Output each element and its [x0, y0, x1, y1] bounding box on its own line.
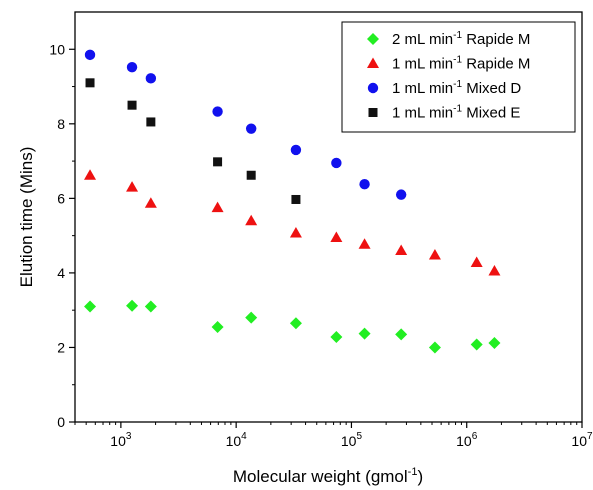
data-point: [245, 123, 257, 134]
data-point: [84, 169, 97, 180]
legend-marker: [367, 57, 379, 68]
data-point: [330, 231, 343, 242]
data-point: [330, 331, 343, 344]
legend-label: 1 mL min-1 Mixed D: [392, 79, 521, 97]
legend-marker: [368, 108, 378, 117]
data-point: [211, 320, 224, 333]
legend-marker: [367, 33, 379, 45]
y-tick-label: 10: [49, 41, 65, 57]
series-diamond-points: [84, 299, 501, 354]
data-point: [488, 336, 501, 349]
x-axis-title: Molecular weight (gmol-1): [233, 466, 423, 486]
data-point: [395, 244, 408, 256]
data-points: [84, 49, 501, 354]
y-tick-label: 6: [57, 190, 65, 206]
data-point: [428, 249, 441, 260]
x-tick-label: 103: [110, 431, 132, 449]
x-tick-label: 104: [226, 431, 248, 449]
data-point: [84, 300, 97, 313]
data-point: [246, 170, 256, 180]
data-point: [488, 265, 501, 276]
data-point: [144, 300, 157, 313]
legend-label: 1 mL min-1 Rapide M: [392, 55, 530, 73]
data-point: [213, 157, 223, 167]
data-point: [211, 201, 224, 213]
legend-entry: 1 mL min-1 Mixed D: [367, 79, 521, 97]
data-point: [212, 106, 223, 117]
x-tick-label: 105: [341, 431, 363, 449]
data-point: [289, 227, 302, 238]
data-point: [358, 327, 371, 340]
x-axis: 103 104 105 106 107: [74, 422, 593, 449]
x-tick-label: 107: [571, 431, 593, 449]
data-point: [291, 194, 301, 204]
data-point: [470, 338, 483, 351]
data-point: [289, 317, 302, 330]
legend-entry: 2 mL min-1 Rapide M: [367, 30, 530, 48]
data-point: [85, 78, 95, 88]
y-tick-label: 4: [57, 265, 65, 281]
series-triangle-points: [84, 169, 501, 276]
data-point: [428, 341, 441, 354]
legend-label: 1 mL min-1 Mixed E: [392, 104, 520, 122]
series-square-points: [85, 78, 301, 204]
y-tick-label: 0: [57, 414, 65, 430]
legend-box: [341, 21, 576, 133]
legend-entry: 1 mL min-1 Mixed E: [368, 104, 520, 122]
data-point: [331, 157, 342, 169]
data-point: [145, 73, 157, 84]
legend-marker: [367, 82, 379, 94]
legend-entry: 1 mL min-1 Rapide M: [367, 55, 530, 73]
data-point: [245, 311, 258, 324]
data-point: [358, 238, 371, 249]
data-point: [146, 117, 156, 127]
data-point: [395, 328, 408, 341]
data-point: [359, 179, 370, 190]
legend-label: 2 mL min-1 Rapide M: [392, 30, 530, 48]
y-tick-label: 2: [57, 339, 65, 355]
x-tick-label: 106: [456, 431, 478, 449]
data-point: [126, 299, 139, 312]
data-point: [84, 49, 96, 61]
data-point: [395, 189, 407, 200]
legend: 2 mL min-1 Rapide M 1 mL min-1 Rapide M 1 …: [341, 21, 576, 133]
data-point: [290, 144, 302, 156]
data-point: [245, 214, 258, 226]
series-circle-points: [84, 49, 407, 200]
data-point: [126, 61, 138, 73]
data-point: [144, 197, 157, 208]
y-axis: 0 2 4 6 8 10: [49, 41, 75, 430]
y-axis-title: Elution time (Mins): [17, 147, 36, 288]
data-point: [126, 181, 139, 192]
plot-frame: [74, 11, 583, 423]
y-tick-label: 8: [57, 116, 65, 132]
data-point: [470, 256, 483, 267]
data-point: [127, 100, 137, 110]
